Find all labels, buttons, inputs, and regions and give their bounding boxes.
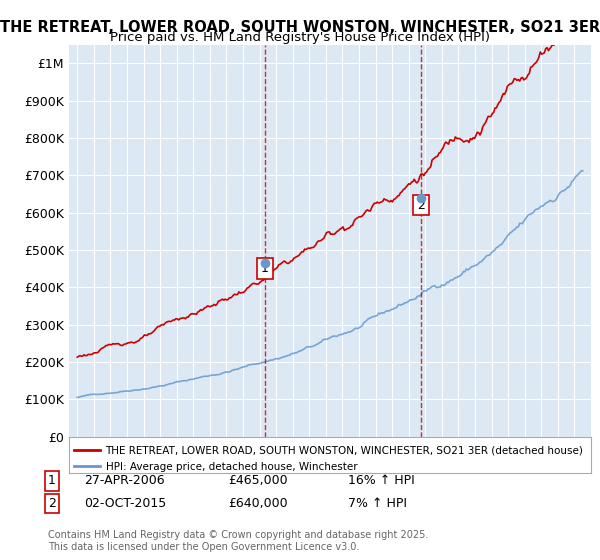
Text: 02-OCT-2015: 02-OCT-2015 xyxy=(84,497,166,510)
Text: 16% ↑ HPI: 16% ↑ HPI xyxy=(348,474,415,487)
Text: £465,000: £465,000 xyxy=(228,474,287,487)
Text: HPI: Average price, detached house, Winchester: HPI: Average price, detached house, Winc… xyxy=(106,462,357,472)
Text: £640,000: £640,000 xyxy=(228,497,287,510)
Text: 27-APR-2006: 27-APR-2006 xyxy=(84,474,164,487)
Text: Contains HM Land Registry data © Crown copyright and database right 2025.
This d: Contains HM Land Registry data © Crown c… xyxy=(48,530,428,552)
Text: 2: 2 xyxy=(48,497,56,510)
Text: THE RETREAT, LOWER ROAD, SOUTH WONSTON, WINCHESTER, SO21 3ER (detached house): THE RETREAT, LOWER ROAD, SOUTH WONSTON, … xyxy=(106,446,583,456)
Text: Price paid vs. HM Land Registry's House Price Index (HPI): Price paid vs. HM Land Registry's House … xyxy=(110,31,490,44)
Text: 1: 1 xyxy=(261,262,269,275)
Text: 1: 1 xyxy=(48,474,56,487)
Text: THE RETREAT, LOWER ROAD, SOUTH WONSTON, WINCHESTER, SO21 3ER: THE RETREAT, LOWER ROAD, SOUTH WONSTON, … xyxy=(0,20,600,35)
Text: 2: 2 xyxy=(417,199,425,212)
Text: 7% ↑ HPI: 7% ↑ HPI xyxy=(348,497,407,510)
